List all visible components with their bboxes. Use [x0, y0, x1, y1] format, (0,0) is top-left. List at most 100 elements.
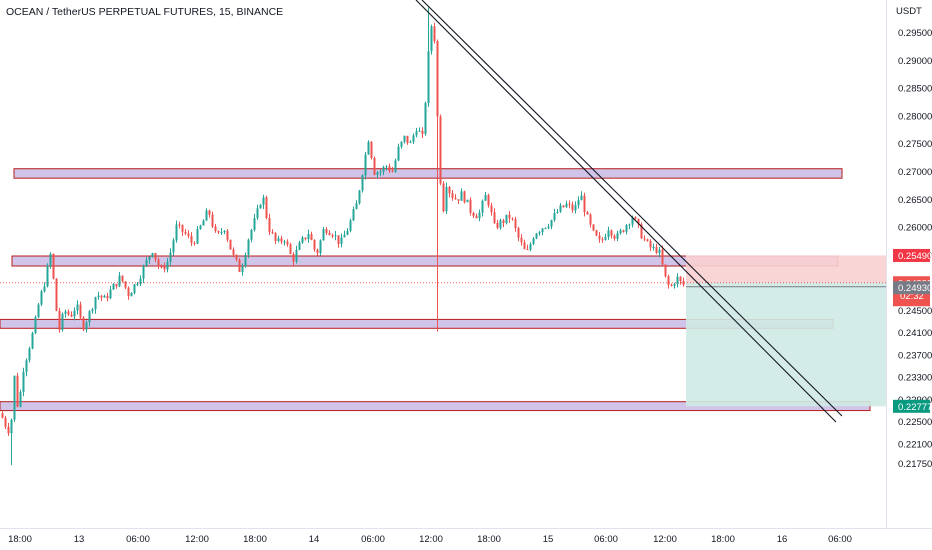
position-tool[interactable] [0, 255, 886, 407]
y-tick-label: 0.23300 [898, 373, 932, 384]
candle-body [406, 135, 409, 143]
candle-body [220, 232, 223, 234]
candle-body [229, 239, 232, 250]
candle-body [232, 249, 235, 255]
candle-body [40, 291, 43, 305]
x-tick-label: 13 [74, 534, 85, 545]
candle-body [487, 195, 490, 206]
candle-body [583, 195, 586, 213]
candle-body [13, 375, 16, 420]
candle-body [148, 256, 151, 260]
candle-body [214, 226, 217, 232]
candle-body [319, 240, 322, 254]
candle-body [181, 224, 184, 232]
candle-body [562, 205, 565, 208]
candle-body [517, 228, 520, 238]
candle-body [409, 141, 412, 143]
candle-body [136, 284, 139, 286]
candle-body [571, 204, 574, 211]
candle-body [619, 230, 622, 234]
candle-body [193, 242, 196, 244]
x-tick-label: 18:00 [8, 534, 32, 545]
candle-body [67, 311, 70, 315]
candle-body [529, 244, 532, 250]
candle-body [349, 220, 352, 231]
candle-body [385, 166, 388, 168]
candle-body [118, 275, 121, 287]
candle-body [628, 224, 631, 226]
candle-body [142, 265, 145, 279]
last-price-tag-countdown: 02:32 [900, 291, 924, 302]
candle-body [265, 197, 268, 218]
candle-body [430, 26, 433, 52]
candle-body [610, 230, 613, 236]
candle-body [133, 284, 136, 293]
candle-body [631, 217, 634, 225]
y-tick-label: 0.26000 [898, 223, 932, 234]
candle-body [262, 197, 265, 205]
candle-body [538, 232, 541, 234]
candle-body [154, 253, 157, 260]
candle-body [85, 322, 88, 330]
candle-body [559, 205, 562, 212]
candle-body [238, 259, 241, 272]
candle-body [70, 314, 73, 317]
candle-body [661, 249, 664, 265]
candle-body [4, 417, 7, 427]
candle-body [343, 234, 346, 238]
candle-body [427, 51, 430, 104]
candle-body [382, 167, 385, 172]
candle-body [106, 295, 109, 299]
candle-body [607, 230, 610, 237]
candle-body [364, 154, 367, 176]
candle-body [466, 199, 469, 203]
candle-body [448, 187, 451, 194]
candle-body [355, 203, 358, 210]
candle-body [493, 212, 496, 223]
y-tick-label: 0.24500 [898, 306, 932, 317]
candle-body [139, 278, 142, 285]
candle-body [169, 252, 172, 262]
candle-body [46, 265, 49, 287]
candle-body [37, 304, 40, 318]
candle-body [235, 254, 238, 260]
candle-body [673, 284, 676, 286]
candle-body [550, 220, 553, 227]
candle-body [112, 283, 115, 290]
candle-body [568, 203, 571, 205]
candle-body [496, 222, 499, 228]
candle-body [277, 238, 280, 241]
y-tick-label: 0.27500 [898, 139, 932, 150]
candle-body [259, 204, 262, 209]
y-tick-label: 0.23700 [898, 350, 932, 361]
y-tick-label: 0.29500 [898, 28, 932, 39]
stop-loss-zone [686, 255, 886, 283]
candle-body [472, 212, 475, 216]
candle-body [394, 160, 397, 172]
candle-body [649, 240, 652, 248]
candle-body [256, 208, 259, 219]
candle-body [514, 219, 517, 229]
candle-body [523, 242, 526, 250]
candle-body [55, 278, 58, 311]
candle-body [421, 130, 424, 134]
candle-body [433, 26, 436, 41]
candle-body [199, 225, 202, 229]
entry-price-tag [893, 281, 930, 295]
x-tick-label: 18:00 [477, 534, 501, 545]
candle-body [79, 304, 82, 318]
candle-body [307, 234, 310, 240]
chart-title: OCEAN / TetherUS PERPETUAL FUTURES, 15, … [6, 6, 284, 18]
candle-body [175, 224, 178, 241]
x-tick-label: 06:00 [594, 534, 618, 545]
candle-body [202, 220, 205, 226]
candle-body [451, 193, 454, 198]
candle-body [397, 146, 400, 161]
candle-body [655, 246, 658, 253]
candle-body [268, 217, 271, 233]
candle-body [580, 195, 583, 201]
candle-body [463, 191, 466, 203]
candle-body [250, 229, 253, 240]
